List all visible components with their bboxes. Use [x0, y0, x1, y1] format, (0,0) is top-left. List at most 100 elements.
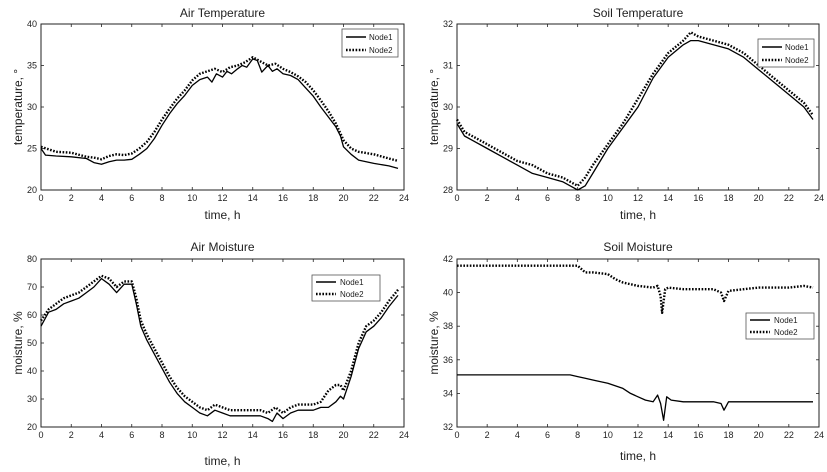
x-tick-label: 8	[159, 193, 164, 203]
x-tick-label: 18	[308, 193, 318, 203]
y-axis-label: moisture, %	[11, 311, 25, 375]
series-line-node1	[456, 39, 814, 191]
x-tick-label: 8	[575, 430, 580, 440]
x-axis-label: time, h	[204, 208, 240, 222]
x-tick-label: 16	[693, 430, 703, 440]
legend-label-node1: Node1	[340, 278, 364, 287]
x-tick-label: 12	[633, 193, 643, 203]
x-tick-label: 22	[784, 430, 794, 440]
x-tick-label: 12	[633, 430, 643, 440]
x-tick-label: 2	[69, 193, 74, 203]
series-line-node2	[40, 56, 399, 163]
legend: Node1 Node2	[757, 38, 815, 68]
x-tick-label: 4	[515, 193, 520, 203]
x-tick-label: 4	[99, 430, 104, 440]
x-tick-label: 24	[399, 430, 409, 440]
series-lines	[40, 56, 399, 170]
y-tick-label: 20	[27, 185, 37, 195]
x-tick-label: 6	[129, 430, 134, 440]
chart-title: Air Temperature	[180, 6, 265, 20]
x-tick-label: 18	[308, 430, 318, 440]
legend-label-node1: Node1	[369, 33, 393, 42]
x-tick-label: 12	[217, 430, 227, 440]
series-line-node1	[40, 58, 399, 170]
y-tick-label: 30	[443, 102, 453, 112]
x-tick-label: 12	[217, 193, 227, 203]
x-tick-label: 20	[338, 430, 348, 440]
y-tick-label: 70	[27, 282, 37, 292]
legend-label-node2: Node2	[340, 290, 364, 299]
x-tick-label: 14	[248, 193, 258, 203]
x-tick-label: 4	[515, 430, 520, 440]
legend: Node1 Node2	[745, 312, 815, 340]
x-tick-label: 22	[369, 193, 379, 203]
series-lines	[457, 264, 814, 421]
y-tick-label: 32	[443, 19, 453, 29]
y-tick-label: 31	[443, 61, 453, 71]
chart-title: Soil Temperature	[593, 6, 684, 20]
x-axis-label: time, h	[620, 208, 656, 222]
x-tick-label: 20	[338, 193, 348, 203]
y-axis-label: temperature, °	[11, 69, 25, 145]
series-line-node1	[457, 374, 813, 421]
x-tick-label: 14	[663, 430, 673, 440]
x-tick-label: 4	[99, 193, 104, 203]
x-tick-label: 0	[38, 430, 43, 440]
x-axis-label: time, h	[204, 454, 240, 468]
y-tick-label: 40	[27, 366, 37, 376]
x-tick-label: 22	[784, 193, 794, 203]
y-tick-label: 40	[443, 288, 453, 298]
x-tick-label: 10	[187, 193, 197, 203]
chart-air-temperature: Air Temperature 0 2 4 6 8 10 12 14 16 18 20 22 24202…	[11, 6, 409, 222]
chart-air-moisture: Air Moisture 0 2 4 6 8 10 12 14 16 18 20 22 24203040…	[11, 240, 409, 468]
x-tick-label: 6	[545, 430, 550, 440]
x-tick-label: 2	[485, 193, 490, 203]
y-tick-label: 30	[27, 394, 37, 404]
series-lines	[40, 274, 399, 423]
y-tick-label: 42	[443, 254, 453, 264]
chart-title: Soil Moisture	[603, 240, 673, 254]
legend-label-node1: Node1	[774, 316, 798, 325]
x-tick-label: 16	[278, 430, 288, 440]
x-tick-label: 14	[663, 193, 673, 203]
y-tick-label: 35	[27, 61, 37, 71]
x-tick-label: 16	[278, 193, 288, 203]
series-line-node1	[40, 277, 399, 423]
series-line-node2	[40, 274, 399, 415]
legend-label-node2: Node2	[369, 46, 393, 55]
y-tick-label: 28	[443, 185, 453, 195]
x-axis-label: time, h	[620, 449, 656, 463]
x-tick-label: 2	[485, 430, 490, 440]
series-line-node2	[457, 264, 814, 314]
x-tick-label: 16	[693, 193, 703, 203]
y-tick-label: 29	[443, 144, 453, 154]
x-tick-label: 24	[814, 430, 824, 440]
series-lines	[455, 31, 814, 191]
x-tick-label: 6	[129, 193, 134, 203]
x-tick-label: 8	[159, 430, 164, 440]
x-tick-label: 24	[814, 193, 824, 203]
legend: Node1 Node2	[311, 274, 381, 302]
legend-box	[341, 28, 399, 58]
y-axis-label: temperature, °	[427, 69, 441, 145]
legend-box	[311, 274, 381, 302]
legend-label-node2: Node2	[774, 328, 798, 337]
x-tick-label: 18	[723, 430, 733, 440]
legend-label-node2: Node2	[785, 56, 809, 65]
y-tick-label: 25	[27, 144, 37, 154]
legend-box	[745, 312, 815, 340]
x-tick-label: 2	[69, 430, 74, 440]
x-tick-label: 10	[187, 430, 197, 440]
x-tick-label: 20	[754, 430, 764, 440]
x-tick-label: 0	[454, 193, 459, 203]
y-tick-label: 60	[27, 310, 37, 320]
x-tick-label: 20	[754, 193, 764, 203]
x-tick-label: 0	[38, 193, 43, 203]
x-tick-label: 24	[399, 193, 409, 203]
x-tick-label: 0	[454, 430, 459, 440]
chart-soil-moisture: Soil Moisture 0 2 4 6 8 10 12 14 16 18 20 22 2432343…	[427, 240, 824, 463]
x-tick-label: 6	[545, 193, 550, 203]
